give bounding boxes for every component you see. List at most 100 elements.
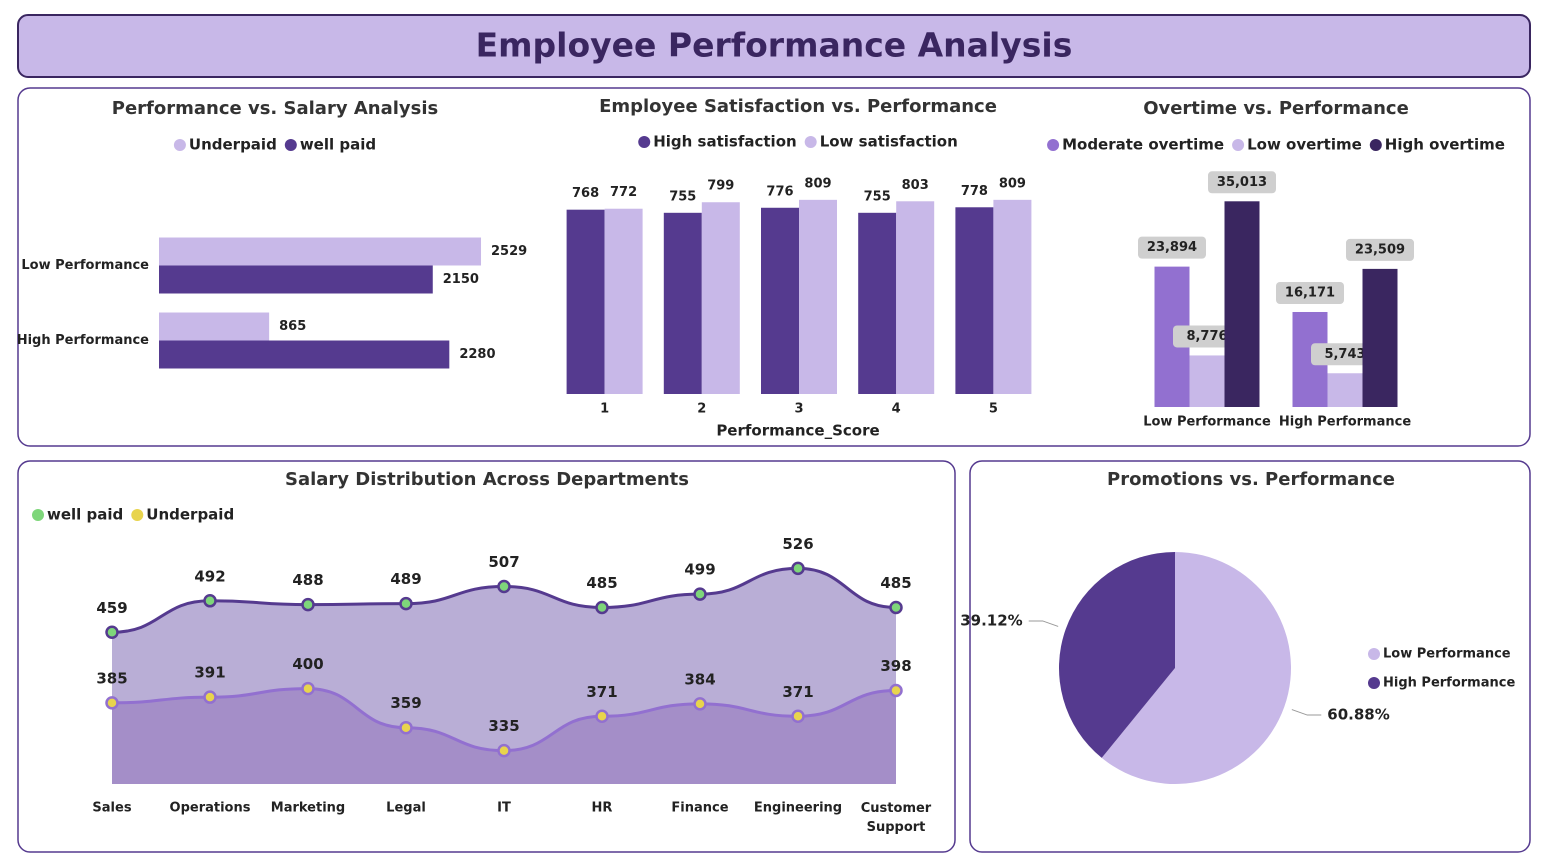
data-label: 492 bbox=[194, 567, 225, 585]
legend-label: High Performance bbox=[1383, 676, 1515, 691]
data-label: 8,776 bbox=[1186, 329, 1227, 344]
leader-line bbox=[1291, 709, 1322, 716]
chart-title: Overtime vs. Performance bbox=[1143, 98, 1409, 119]
data-label: 803 bbox=[902, 178, 929, 193]
data-label: 371 bbox=[586, 683, 617, 701]
x-tick-label: IT bbox=[497, 801, 511, 816]
data-label: 772 bbox=[610, 185, 637, 200]
data-label: 385 bbox=[96, 669, 127, 687]
y-tick-label: Low Performance bbox=[21, 258, 149, 273]
point bbox=[497, 743, 511, 758]
data-label: 5,743 bbox=[1324, 347, 1365, 362]
data-label: 507 bbox=[488, 553, 519, 571]
legend-marker bbox=[1232, 139, 1245, 151]
pie-slice bbox=[1059, 552, 1175, 758]
point bbox=[595, 709, 609, 724]
data-label-box bbox=[1138, 236, 1206, 259]
x-tick-label: Marketing bbox=[271, 801, 345, 816]
point bbox=[889, 600, 903, 615]
data-label: 400 bbox=[292, 655, 323, 673]
bar bbox=[1189, 355, 1225, 407]
chart-title: Salary Distribution Across Departments bbox=[285, 469, 689, 490]
leader-line bbox=[1028, 620, 1059, 627]
data-label: 768 bbox=[572, 186, 599, 201]
bar bbox=[761, 207, 799, 394]
point bbox=[693, 587, 707, 601]
y-tick-label: High Performance bbox=[17, 333, 149, 348]
legend: High satisfaction Low satisfaction bbox=[638, 133, 958, 151]
chart-title: Employee Satisfaction vs. Performance bbox=[599, 96, 997, 117]
area bbox=[112, 688, 896, 784]
data-label: 526 bbox=[782, 535, 813, 553]
bar bbox=[701, 202, 740, 394]
data-label: 755 bbox=[864, 189, 891, 204]
bar bbox=[1362, 268, 1398, 407]
legend-label: High satisfaction bbox=[653, 133, 796, 151]
bar bbox=[1327, 373, 1363, 407]
x-tick-label: Finance bbox=[671, 801, 728, 816]
legend-marker bbox=[173, 139, 186, 151]
x-tick-label: Low Performance bbox=[1143, 415, 1271, 430]
data-label: 398 bbox=[880, 657, 911, 675]
bar bbox=[858, 212, 897, 394]
legend-label: Low Performance bbox=[1383, 647, 1511, 662]
data-label: 2150 bbox=[443, 272, 479, 287]
point bbox=[203, 690, 217, 704]
data-label: 16,171 bbox=[1285, 285, 1335, 300]
legend-marker bbox=[284, 139, 297, 151]
bar bbox=[159, 237, 482, 266]
bar bbox=[159, 265, 433, 294]
legend: well paid Underpaid bbox=[32, 506, 234, 524]
data-label: 39.12% bbox=[960, 611, 1022, 629]
bar bbox=[159, 312, 270, 341]
legend-label: High overtime bbox=[1385, 136, 1505, 154]
point bbox=[203, 594, 217, 608]
x-tick-label: 4 bbox=[892, 402, 901, 417]
legend-label: Moderate overtime bbox=[1062, 136, 1224, 154]
data-label: 488 bbox=[292, 571, 323, 589]
legend-marker bbox=[131, 509, 144, 521]
legend-label: Low overtime bbox=[1247, 136, 1362, 154]
legend-marker bbox=[1368, 648, 1380, 660]
data-label: 23,509 bbox=[1355, 242, 1405, 257]
x-tick-label: 1 bbox=[600, 402, 609, 417]
point bbox=[399, 596, 413, 611]
data-label: 755 bbox=[669, 189, 696, 204]
header-bar bbox=[17, 14, 1531, 78]
point bbox=[889, 683, 903, 698]
chart-title: Performance vs. Salary Analysis bbox=[112, 98, 438, 119]
point bbox=[693, 697, 707, 711]
data-label: 23,894 bbox=[1147, 240, 1197, 255]
legend-marker bbox=[804, 136, 817, 148]
legend-label: well paid bbox=[47, 506, 123, 524]
bar bbox=[955, 207, 994, 394]
x-tick-label: High Performance bbox=[1279, 415, 1411, 430]
data-label: 776 bbox=[766, 184, 793, 199]
pie-slice bbox=[1101, 552, 1292, 784]
point bbox=[301, 597, 315, 612]
data-label: 2280 bbox=[459, 347, 495, 362]
data-label-box bbox=[1208, 171, 1276, 194]
legend-marker bbox=[32, 509, 44, 521]
bar bbox=[604, 208, 643, 394]
data-label: 778 bbox=[961, 184, 988, 199]
legend-marker bbox=[1369, 139, 1382, 151]
bar bbox=[566, 209, 605, 394]
data-label-box bbox=[1311, 343, 1379, 366]
point bbox=[301, 681, 315, 696]
data-label: 371 bbox=[782, 683, 813, 701]
point bbox=[791, 561, 805, 576]
x-axis-label: Performance_Score bbox=[716, 422, 879, 440]
point bbox=[105, 696, 119, 710]
data-label-box bbox=[1276, 281, 1344, 304]
bar bbox=[663, 212, 702, 394]
data-label: 799 bbox=[707, 179, 734, 194]
legend-label: Underpaid bbox=[146, 506, 234, 524]
data-label: 809 bbox=[804, 176, 831, 191]
data-label: 359 bbox=[390, 694, 421, 712]
bar bbox=[993, 199, 1032, 394]
legend: Underpaid well paid bbox=[173, 136, 376, 154]
legend-marker bbox=[638, 136, 651, 148]
bar bbox=[159, 340, 450, 369]
